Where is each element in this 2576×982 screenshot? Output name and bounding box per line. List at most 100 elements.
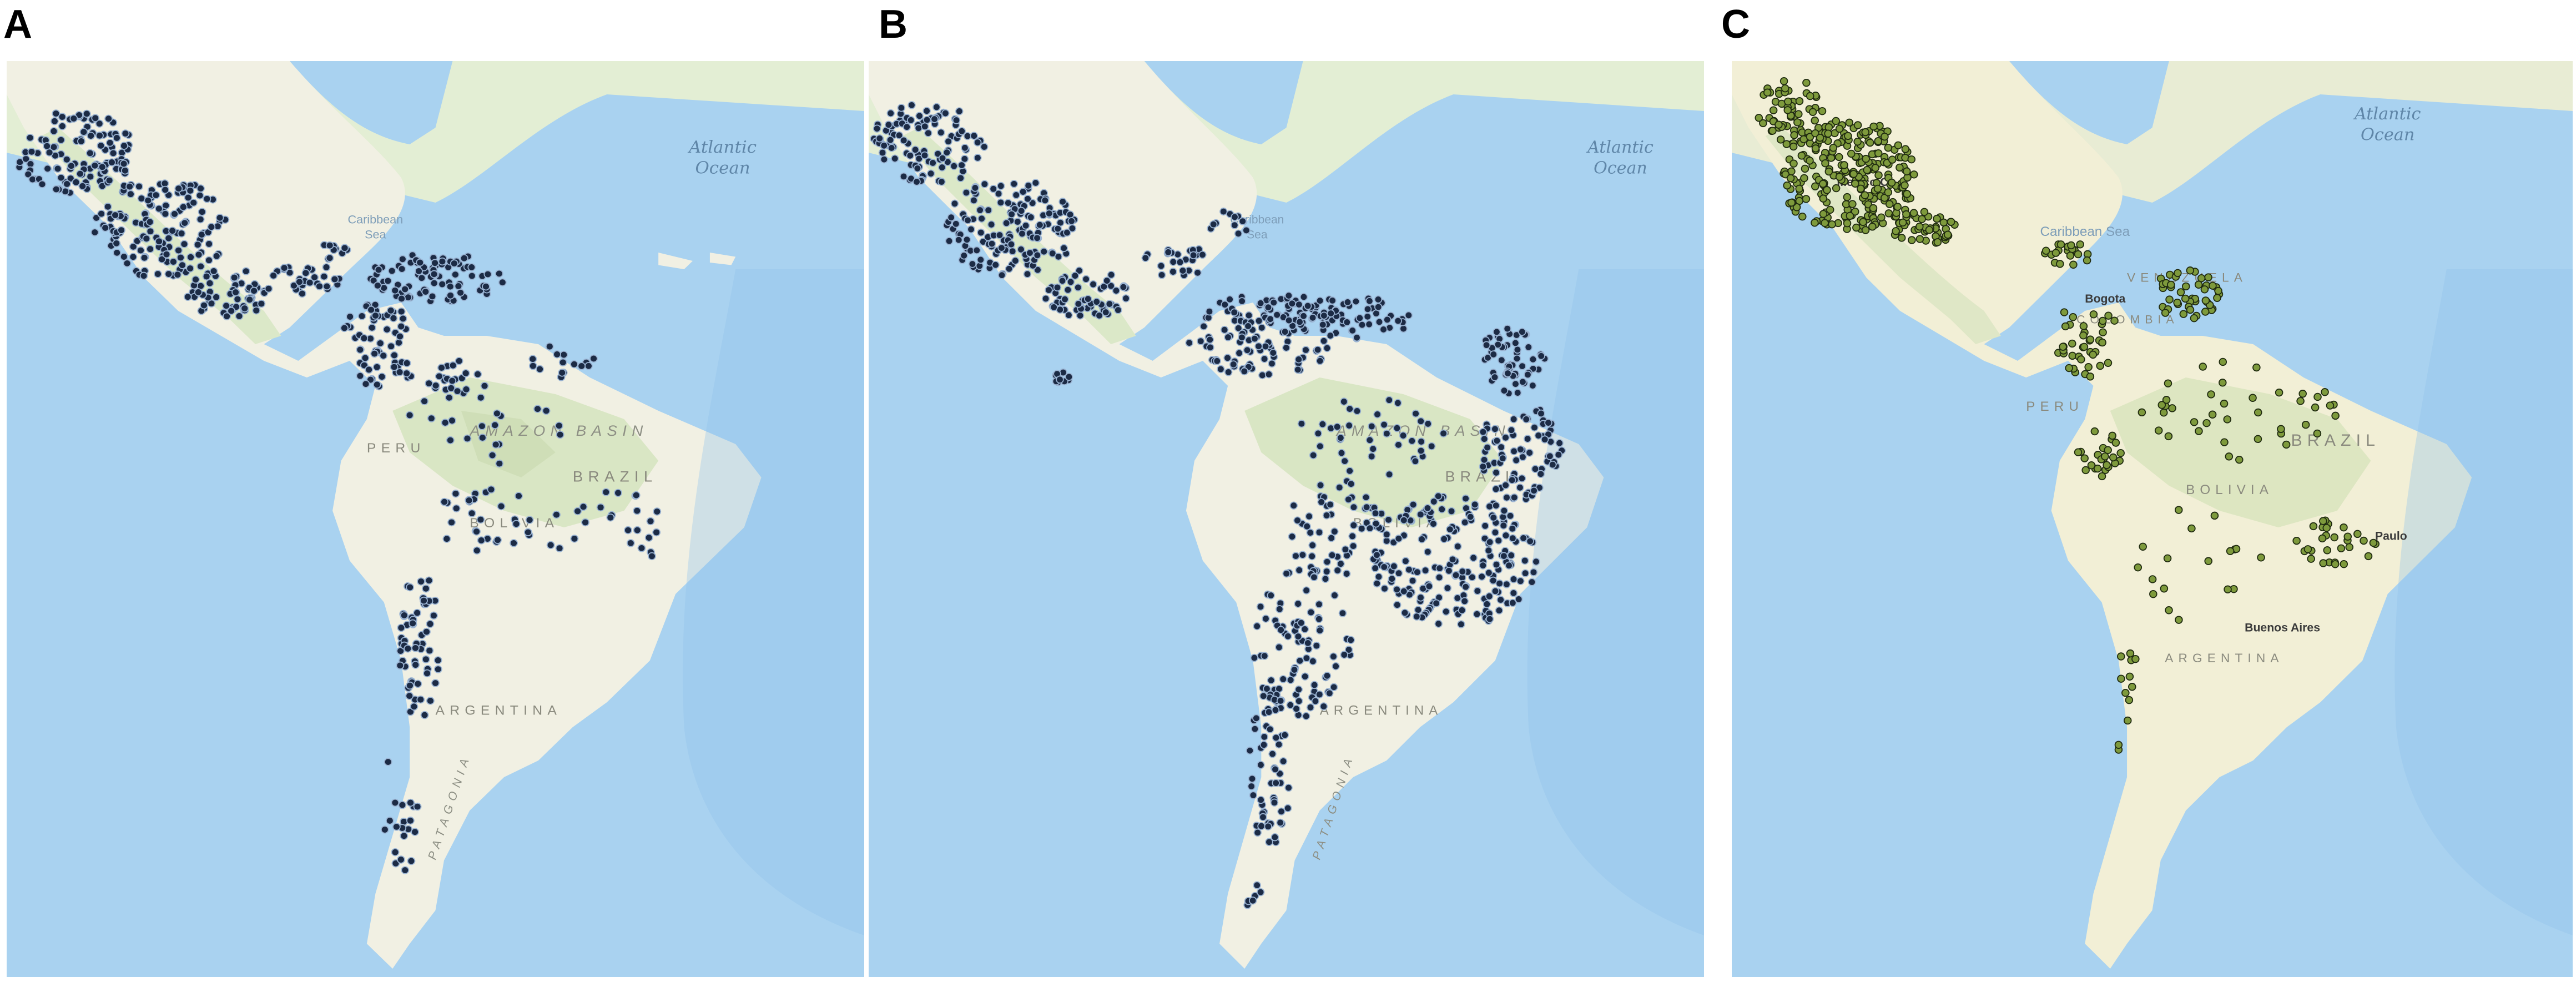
occurrence-point [356,371,365,380]
occurrence-point [2099,328,2107,336]
occurrence-point [448,416,456,425]
occurrence-point [1801,164,1809,173]
occurrence-point [384,758,392,766]
occurrence-point [162,250,171,259]
occurrence-point [290,281,298,290]
occurrence-point [346,313,355,321]
occurrence-point [1293,516,1302,525]
occurrence-point [2041,246,2050,255]
occurrence-point [2098,316,2107,325]
occurrence-point [1874,149,1883,158]
occurrence-point [1546,452,1554,460]
occurrence-point [952,220,960,228]
occurrence-point [1189,251,1198,259]
occurrence-point [1310,681,1319,689]
occurrence-point [170,210,179,218]
occurrence-point [2208,410,2217,419]
occurrence-point [146,245,155,253]
occurrence-point [2109,453,2118,462]
occurrence-point [2098,472,2106,481]
occurrence-point [1811,219,1819,227]
occurrence-point [240,304,249,313]
occurrence-point [2104,446,2112,454]
occurrence-point [1176,258,1184,266]
occurrence-point [637,544,646,552]
occurrence-point [196,184,205,193]
occurrence-point [161,185,170,194]
occurrence-point [431,679,440,687]
occurrence-point [2235,455,2244,464]
occurrence-point [942,148,951,157]
occurrence-point [1309,657,1317,666]
occurrence-point [1089,280,1097,289]
occurrence-point [2157,401,2166,409]
occurrence-point [1495,579,1504,588]
occurrence-point [1824,129,1832,138]
occurrence-point [453,387,462,395]
occurrence-point [1795,184,1803,193]
map-panel-c[interactable]: Atlantic Ocean Caribbean Sea Mexico C VE… [1732,61,2573,977]
occurrence-point [1074,300,1083,308]
occurrence-point [189,198,198,207]
occurrence-point [1500,506,1509,515]
occurrence-point [1327,424,1335,432]
occurrence-point [1789,159,1798,168]
occurrence-point [1023,270,1032,278]
occurrence-point [1264,822,1272,830]
occurrence-point [1828,220,1836,229]
occurrence-point [1811,144,1820,153]
occurrence-point [1017,245,1025,254]
occurrence-point [1416,510,1425,518]
occurrence-point [1871,164,1880,172]
occurrence-point [438,280,447,289]
occurrence-point [1503,580,1511,588]
occurrence-point [400,832,409,840]
occurrence-point [581,518,589,527]
occurrence-point [1829,144,1838,152]
occurrence-point [995,231,1004,239]
map-a[interactable]: Atlantic Ocean Caribbean Sea AMAZON BASI… [7,61,864,977]
occurrence-point [1884,143,1893,152]
map-panel-a[interactable]: Atlantic Ocean Caribbean Sea AMAZON BASI… [7,61,864,977]
occurrence-point [1257,761,1265,769]
occurrence-point [2249,394,2257,402]
map-panel-b[interactable]: Atlantic Ocean Caribbean Sea AMAZON BASI… [869,61,1704,977]
occurrence-point [1178,266,1187,275]
occurrence-point [2086,372,2095,381]
occurrence-point [1800,174,1808,183]
occurrence-point [1383,530,1391,538]
occurrence-point [1259,692,1268,700]
occurrence-point [1373,551,1381,559]
map-c[interactable]: Atlantic Ocean Caribbean Sea Mexico C VE… [1732,61,2573,977]
occurrence-point [1480,435,1489,443]
occurrence-point [1885,200,1894,208]
occurrence-point [1263,684,1271,693]
occurrence-point [1393,601,1402,609]
occurrence-point [1363,305,1372,314]
occurrence-point [1267,591,1275,600]
occurrence-point [1409,500,1418,509]
occurrence-point [1458,606,1466,615]
occurrence-point [1315,600,1323,608]
label-ocean: Ocean [2361,125,2414,145]
occurrence-point [1458,567,1466,576]
occurrence-point [994,189,1003,198]
occurrence-point [112,134,121,142]
occurrence-point [1394,316,1402,325]
occurrence-point [1330,527,1339,536]
occurrence-point [2086,335,2095,344]
occurrence-point [361,380,370,388]
occurrence-point [952,116,961,124]
occurrence-point [1311,697,1320,706]
occurrence-point [545,342,554,351]
occurrence-point [1295,697,1303,706]
map-b[interactable]: Atlantic Ocean Caribbean Sea AMAZON BASI… [869,61,1704,977]
occurrence-point [1499,454,1507,462]
occurrence-point [1424,547,1432,556]
occurrence-point [1513,354,1521,363]
occurrence-point [1319,320,1327,329]
occurrence-point [2213,294,2221,302]
occurrence-point [1316,481,1325,490]
occurrence-point [570,535,579,543]
occurrence-point [1544,419,1552,427]
